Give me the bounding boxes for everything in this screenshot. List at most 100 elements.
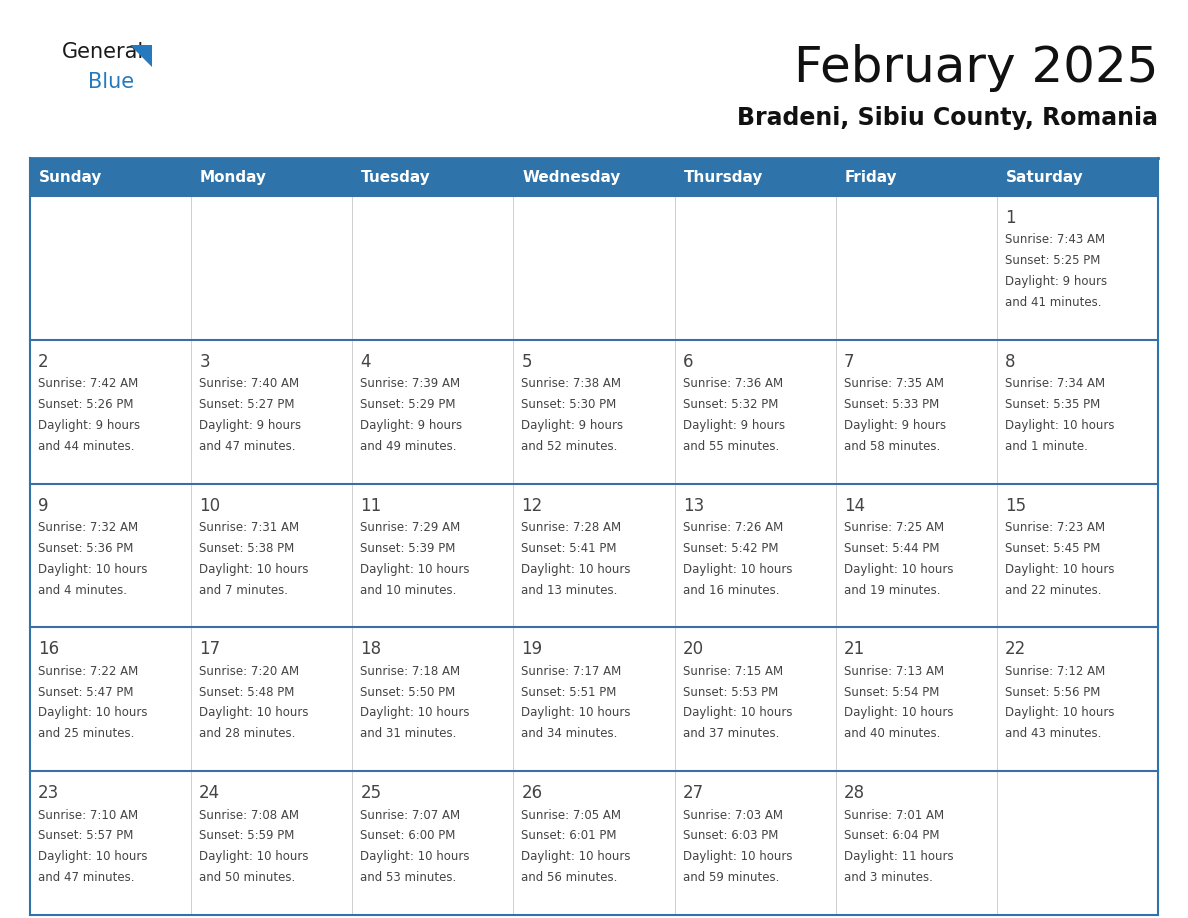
Text: Daylight: 10 hours: Daylight: 10 hours bbox=[38, 563, 147, 576]
Bar bbox=[30, 627, 1158, 771]
Text: Thursday: Thursday bbox=[683, 170, 763, 185]
Text: 16: 16 bbox=[38, 641, 59, 658]
Text: Sunrise: 7:05 AM: Sunrise: 7:05 AM bbox=[522, 809, 621, 822]
Text: Sunset: 5:35 PM: Sunset: 5:35 PM bbox=[1005, 398, 1100, 411]
Text: 14: 14 bbox=[843, 497, 865, 515]
Bar bbox=[675, 158, 835, 196]
Text: and 47 minutes.: and 47 minutes. bbox=[200, 440, 296, 453]
Text: Sunset: 5:54 PM: Sunset: 5:54 PM bbox=[843, 686, 940, 699]
Text: Sunrise: 7:23 AM: Sunrise: 7:23 AM bbox=[1005, 521, 1105, 534]
Bar bbox=[353, 158, 513, 196]
Bar bbox=[30, 158, 191, 196]
Text: and 59 minutes.: and 59 minutes. bbox=[683, 871, 779, 884]
Text: Sunset: 6:04 PM: Sunset: 6:04 PM bbox=[843, 830, 940, 843]
Text: Daylight: 11 hours: Daylight: 11 hours bbox=[843, 850, 954, 863]
Text: and 53 minutes.: and 53 minutes. bbox=[360, 871, 456, 884]
Text: Daylight: 10 hours: Daylight: 10 hours bbox=[38, 707, 147, 720]
Text: 11: 11 bbox=[360, 497, 381, 515]
Text: Sunrise: 7:22 AM: Sunrise: 7:22 AM bbox=[38, 665, 138, 677]
Bar bbox=[997, 158, 1158, 196]
Text: 9: 9 bbox=[38, 497, 49, 515]
Text: and 19 minutes.: and 19 minutes. bbox=[843, 584, 940, 597]
Text: Daylight: 9 hours: Daylight: 9 hours bbox=[360, 419, 462, 431]
Text: and 1 minute.: and 1 minute. bbox=[1005, 440, 1088, 453]
Text: Sunday: Sunday bbox=[39, 170, 102, 185]
Text: Sunset: 5:57 PM: Sunset: 5:57 PM bbox=[38, 830, 133, 843]
Text: Daylight: 10 hours: Daylight: 10 hours bbox=[683, 850, 792, 863]
Text: Sunrise: 7:34 AM: Sunrise: 7:34 AM bbox=[1005, 377, 1105, 390]
Polygon shape bbox=[129, 45, 152, 67]
Text: Blue: Blue bbox=[88, 72, 134, 92]
Text: Sunrise: 7:42 AM: Sunrise: 7:42 AM bbox=[38, 377, 138, 390]
Text: Daylight: 10 hours: Daylight: 10 hours bbox=[843, 563, 953, 576]
Text: Daylight: 10 hours: Daylight: 10 hours bbox=[1005, 707, 1114, 720]
Text: 23: 23 bbox=[38, 784, 59, 802]
Text: Daylight: 10 hours: Daylight: 10 hours bbox=[522, 850, 631, 863]
Text: 24: 24 bbox=[200, 784, 220, 802]
Text: 8: 8 bbox=[1005, 353, 1016, 371]
Text: and 43 minutes.: and 43 minutes. bbox=[1005, 727, 1101, 740]
Text: 15: 15 bbox=[1005, 497, 1026, 515]
Text: and 44 minutes.: and 44 minutes. bbox=[38, 440, 134, 453]
Text: and 4 minutes.: and 4 minutes. bbox=[38, 584, 127, 597]
Bar bbox=[30, 196, 1158, 340]
Text: Sunrise: 7:31 AM: Sunrise: 7:31 AM bbox=[200, 521, 299, 534]
Text: Sunrise: 7:38 AM: Sunrise: 7:38 AM bbox=[522, 377, 621, 390]
Text: Sunrise: 7:35 AM: Sunrise: 7:35 AM bbox=[843, 377, 943, 390]
Text: 2: 2 bbox=[38, 353, 49, 371]
Text: 7: 7 bbox=[843, 353, 854, 371]
Text: Daylight: 9 hours: Daylight: 9 hours bbox=[38, 419, 140, 431]
Text: Sunrise: 7:40 AM: Sunrise: 7:40 AM bbox=[200, 377, 299, 390]
Text: 5: 5 bbox=[522, 353, 532, 371]
Text: 4: 4 bbox=[360, 353, 371, 371]
Text: 20: 20 bbox=[683, 641, 703, 658]
Text: Sunset: 5:26 PM: Sunset: 5:26 PM bbox=[38, 398, 133, 411]
Text: Daylight: 10 hours: Daylight: 10 hours bbox=[200, 850, 309, 863]
Text: and 7 minutes.: and 7 minutes. bbox=[200, 584, 289, 597]
Text: Sunset: 6:03 PM: Sunset: 6:03 PM bbox=[683, 830, 778, 843]
Text: and 37 minutes.: and 37 minutes. bbox=[683, 727, 779, 740]
Text: Sunrise: 7:08 AM: Sunrise: 7:08 AM bbox=[200, 809, 299, 822]
Text: Daylight: 10 hours: Daylight: 10 hours bbox=[200, 707, 309, 720]
Text: Monday: Monday bbox=[200, 170, 267, 185]
Text: and 34 minutes.: and 34 minutes. bbox=[522, 727, 618, 740]
Text: Sunset: 5:36 PM: Sunset: 5:36 PM bbox=[38, 542, 133, 554]
Text: Wednesday: Wednesday bbox=[523, 170, 620, 185]
Text: Sunset: 5:48 PM: Sunset: 5:48 PM bbox=[200, 686, 295, 699]
Text: and 3 minutes.: and 3 minutes. bbox=[843, 871, 933, 884]
Text: Sunset: 5:59 PM: Sunset: 5:59 PM bbox=[200, 830, 295, 843]
Text: General: General bbox=[62, 42, 144, 62]
Text: and 47 minutes.: and 47 minutes. bbox=[38, 871, 134, 884]
Text: 19: 19 bbox=[522, 641, 543, 658]
Text: and 58 minutes.: and 58 minutes. bbox=[843, 440, 940, 453]
Text: 22: 22 bbox=[1005, 641, 1026, 658]
Text: Tuesday: Tuesday bbox=[361, 170, 431, 185]
Text: Sunrise: 7:03 AM: Sunrise: 7:03 AM bbox=[683, 809, 783, 822]
Text: Daylight: 10 hours: Daylight: 10 hours bbox=[200, 563, 309, 576]
Bar bbox=[30, 484, 1158, 627]
Text: Sunrise: 7:26 AM: Sunrise: 7:26 AM bbox=[683, 521, 783, 534]
Text: and 41 minutes.: and 41 minutes. bbox=[1005, 296, 1101, 309]
Text: Daylight: 9 hours: Daylight: 9 hours bbox=[1005, 275, 1107, 288]
Text: Daylight: 10 hours: Daylight: 10 hours bbox=[683, 563, 792, 576]
Text: Daylight: 9 hours: Daylight: 9 hours bbox=[522, 419, 624, 431]
Text: Sunrise: 7:28 AM: Sunrise: 7:28 AM bbox=[522, 521, 621, 534]
Bar bbox=[30, 340, 1158, 484]
Text: Sunset: 6:01 PM: Sunset: 6:01 PM bbox=[522, 830, 617, 843]
Text: and 31 minutes.: and 31 minutes. bbox=[360, 727, 456, 740]
Text: Sunset: 5:45 PM: Sunset: 5:45 PM bbox=[1005, 542, 1100, 554]
Text: Sunrise: 7:07 AM: Sunrise: 7:07 AM bbox=[360, 809, 461, 822]
Text: February 2025: February 2025 bbox=[794, 44, 1158, 92]
Text: 21: 21 bbox=[843, 641, 865, 658]
Text: 25: 25 bbox=[360, 784, 381, 802]
Text: and 10 minutes.: and 10 minutes. bbox=[360, 584, 456, 597]
Text: Daylight: 9 hours: Daylight: 9 hours bbox=[200, 419, 302, 431]
Text: Daylight: 10 hours: Daylight: 10 hours bbox=[1005, 419, 1114, 431]
Text: Sunrise: 7:12 AM: Sunrise: 7:12 AM bbox=[1005, 665, 1105, 677]
Text: Sunrise: 7:10 AM: Sunrise: 7:10 AM bbox=[38, 809, 138, 822]
Text: Sunrise: 7:18 AM: Sunrise: 7:18 AM bbox=[360, 665, 461, 677]
Text: and 55 minutes.: and 55 minutes. bbox=[683, 440, 779, 453]
Text: Sunrise: 7:39 AM: Sunrise: 7:39 AM bbox=[360, 377, 461, 390]
Text: 17: 17 bbox=[200, 641, 220, 658]
Text: Sunset: 5:38 PM: Sunset: 5:38 PM bbox=[200, 542, 295, 554]
